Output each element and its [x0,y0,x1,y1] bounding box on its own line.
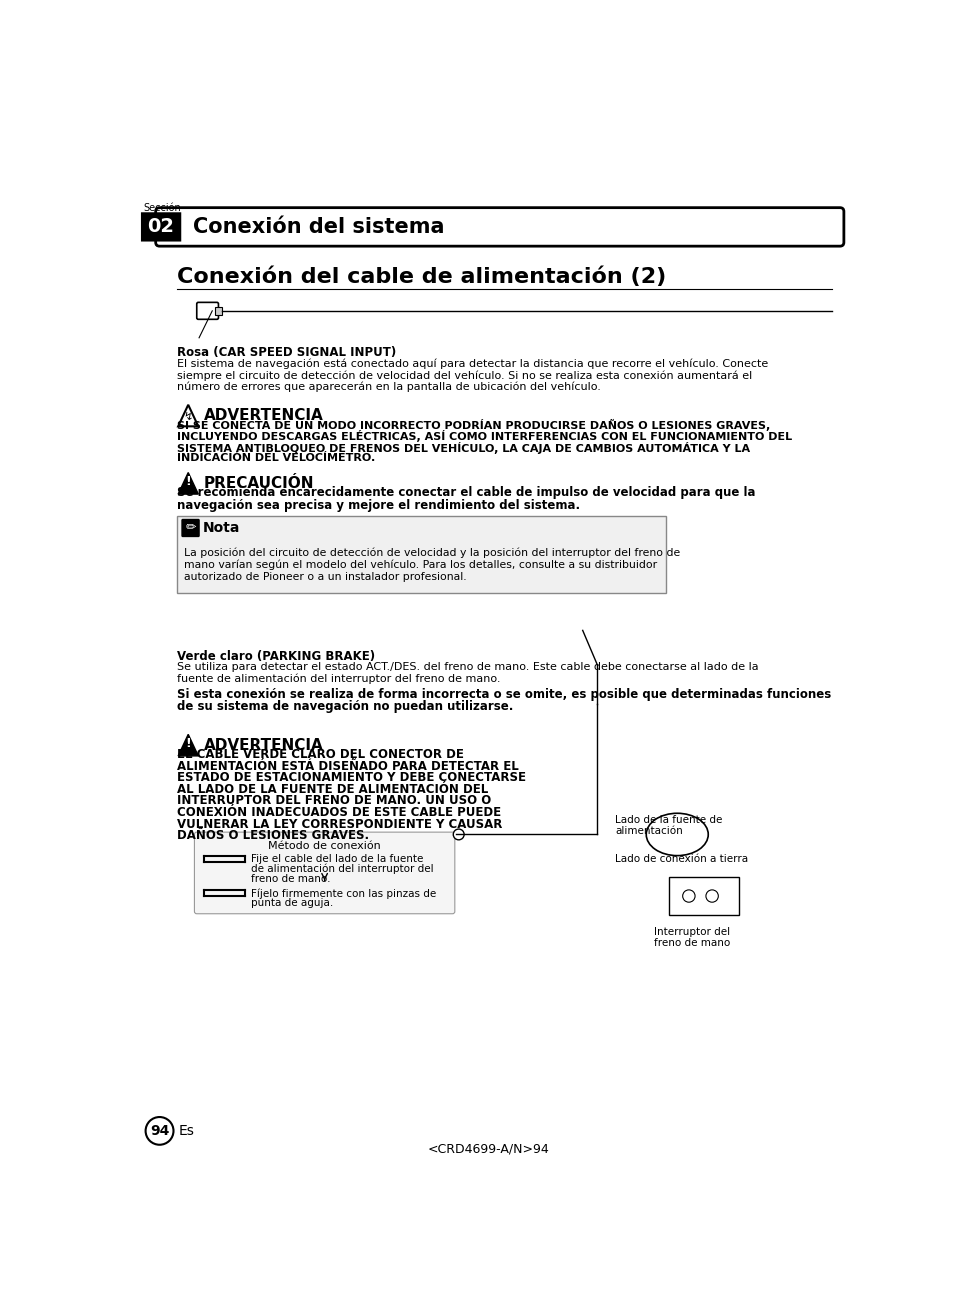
Text: freno de mano.: freno de mano. [251,873,330,884]
Text: DAÑOS O LESIONES GRAVES.: DAÑOS O LESIONES GRAVES. [177,829,369,842]
Text: Lado de la fuente de: Lado de la fuente de [615,816,721,825]
Text: Rosa (CAR SPEED SIGNAL INPUT): Rosa (CAR SPEED SIGNAL INPUT) [177,346,396,359]
Text: punta de aguja.: punta de aguja. [251,898,333,908]
Bar [214,307,221,315]
FancyBboxPatch shape [196,302,218,319]
FancyBboxPatch shape [177,516,665,593]
Text: Se recomienda encarecidamente conectar el cable de impulso de velocidad para que: Se recomienda encarecidamente conectar e… [177,486,755,499]
FancyBboxPatch shape [182,519,199,536]
Text: navegación sea precisa y mejore el rendimiento del sistema.: navegación sea precisa y mejore el rendi… [177,499,579,512]
Text: 02: 02 [148,217,174,237]
Text: La posición del circuito de detección de velocidad y la posición del interruptor: La posición del circuito de detección de… [184,548,679,558]
Circle shape [146,1117,173,1145]
Text: Conexión del cable de alimentación (2): Conexión del cable de alimentación (2) [177,267,666,288]
Circle shape [453,829,464,840]
Text: freno de mano: freno de mano [654,937,729,948]
FancyBboxPatch shape [155,208,843,246]
Bar [669,877,739,915]
Polygon shape [178,735,198,755]
Text: alimentación: alimentación [615,826,682,836]
Text: !: ! [185,737,191,750]
Text: ADVERTENCIA: ADVERTENCIA [204,737,323,753]
Text: siempre el circuito de detección de velocidad del vehículo. Si no se realiza est: siempre el circuito de detección de velo… [177,370,752,380]
Text: Sección: Sección [143,204,180,213]
Text: Nota: Nota [203,521,240,535]
Text: Si esta conexión se realiza de forma incorrecta o se omite, es posible que deter: Si esta conexión se realiza de forma inc… [177,689,831,701]
Text: SISTEMA ANTIBLOQUEO DE FRENOS DEL VEHÍCULO, LA CAJA DE CAMBIOS AUTOMÁTICA Y LA: SISTEMA ANTIBLOQUEO DE FRENOS DEL VEHÍCU… [177,442,750,454]
Text: Es: Es [178,1124,193,1138]
Text: VULNERAR LA LEY CORRESPONDIENTE Y CAUSAR: VULNERAR LA LEY CORRESPONDIENTE Y CAUSAR [177,817,502,830]
Text: Método de conexión: Método de conexión [268,840,380,851]
Text: PRECAUCIÓN: PRECAUCIÓN [204,476,314,491]
Text: fuente de alimentación del interruptor del freno de mano.: fuente de alimentación del interruptor d… [177,673,500,684]
Text: <CRD4699-A/N>94: <CRD4699-A/N>94 [428,1142,549,1155]
Text: 94: 94 [150,1124,169,1138]
Text: ALIMENTACIÓN ESTÁ DISEÑADO PARA DETECTAR EL: ALIMENTACIÓN ESTÁ DISEÑADO PARA DETECTAR… [177,759,518,772]
Text: de su sistema de navegación no puedan utilizarse.: de su sistema de navegación no puedan ut… [177,701,514,714]
Text: número de errores que aparecerán en la pantalla de ubicación del vehículo.: número de errores que aparecerán en la p… [177,382,600,392]
Text: El sistema de navegación está conectado aquí para detectar la distancia que reco: El sistema de navegación está conectado … [177,358,768,369]
Text: ✏: ✏ [185,521,195,535]
Text: Verde claro (PARKING BRAKE): Verde claro (PARKING BRAKE) [177,650,375,663]
Text: ADVERTENCIA: ADVERTENCIA [204,408,323,423]
Text: SI SE CONECTA DE UN MODO INCORRECTO PODRÍAN PRODUCIRSE DAÑOS O LESIONES GRAVES,: SI SE CONECTA DE UN MODO INCORRECTO PODR… [177,418,770,431]
Text: mano varían según el modelo del vehículo. Para los detalles, consulte a su distr: mano varían según el modelo del vehículo… [184,559,657,570]
Text: Interruptor del: Interruptor del [654,927,729,937]
Circle shape [705,890,718,902]
Text: ESTADO DE ESTACIONAMIENTO Y DEBE CONECTARSE: ESTADO DE ESTACIONAMIENTO Y DEBE CONECTA… [177,771,526,784]
FancyBboxPatch shape [194,833,455,914]
Ellipse shape [645,813,707,856]
Polygon shape [178,405,198,426]
Polygon shape [178,473,198,494]
Text: INDICACIÓN DEL VELOCÍMETRO.: INDICACIÓN DEL VELOCÍMETRO. [177,454,375,463]
Text: de alimentación del interruptor del: de alimentación del interruptor del [251,864,434,874]
Text: autorizado de Pioneer o a un instalador profesional.: autorizado de Pioneer o a un instalador … [184,572,466,582]
Text: Fije el cable del lado de la fuente: Fije el cable del lado de la fuente [251,853,423,864]
Circle shape [682,890,695,902]
Text: Se utiliza para detectar el estado ACT./DES. del freno de mano. Este cable debe : Se utiliza para detectar el estado ACT./… [177,661,759,672]
Text: Fíjelo firmemente con las pinzas de: Fíjelo firmemente con las pinzas de [251,889,436,899]
Text: !: ! [185,474,191,488]
Text: INCLUYENDO DESCARGAS ELÉCTRICAS, ASÍ COMO INTERFERENCIAS CON EL FUNCIONAMIENTO D: INCLUYENDO DESCARGAS ELÉCTRICAS, ASÍ COM… [177,430,792,442]
Text: ↯: ↯ [183,412,193,422]
Text: AL LADO DE LA FUENTE DE ALIMENTACIÓN DEL: AL LADO DE LA FUENTE DE ALIMENTACIÓN DEL [177,783,488,796]
Text: EL CABLE VERDE CLARO DEL CONECTOR DE: EL CABLE VERDE CLARO DEL CONECTOR DE [177,748,464,761]
Text: INTERRUPTOR DEL FRENO DE MANO. UN USO O: INTERRUPTOR DEL FRENO DE MANO. UN USO O [177,795,491,808]
Text: Lado de conexión a tierra: Lado de conexión a tierra [615,853,747,864]
FancyBboxPatch shape [141,212,181,242]
Text: Conexión del sistema: Conexión del sistema [193,217,444,237]
Text: CONEXIÓN INADECUADOS DE ESTE CABLE PUEDE: CONEXIÓN INADECUADOS DE ESTE CABLE PUEDE [177,806,501,819]
